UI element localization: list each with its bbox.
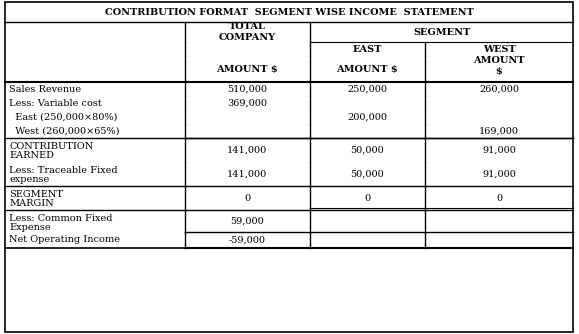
Text: Less: Traceable Fixed: Less: Traceable Fixed: [9, 166, 118, 175]
Text: 0: 0: [244, 193, 250, 202]
Text: West (260,000×65%): West (260,000×65%): [9, 127, 119, 136]
Text: SEGMENT: SEGMENT: [413, 27, 470, 36]
Text: 91,000: 91,000: [482, 169, 516, 178]
Text: Sales Revenue: Sales Revenue: [9, 85, 81, 94]
Text: 91,000: 91,000: [482, 146, 516, 155]
Text: 510,000: 510,000: [227, 85, 267, 94]
Text: 50,000: 50,000: [350, 146, 384, 155]
Text: 141,000: 141,000: [227, 146, 267, 155]
Text: Less: Common Fixed: Less: Common Fixed: [9, 214, 112, 223]
Text: 200,000: 200,000: [347, 113, 387, 122]
Text: 250,000: 250,000: [347, 85, 387, 94]
Text: 0: 0: [496, 193, 502, 202]
Text: CONTRIBUTION FORMAT  SEGMENT WISE INCOME  STATEMENT: CONTRIBUTION FORMAT SEGMENT WISE INCOME …: [105, 7, 474, 16]
Text: 369,000: 369,000: [227, 99, 267, 108]
Text: Less: Variable cost: Less: Variable cost: [9, 99, 102, 108]
Text: TOTAL
COMPANY: TOTAL COMPANY: [218, 22, 276, 42]
Text: 0: 0: [364, 193, 370, 202]
Text: SEGMENT: SEGMENT: [9, 190, 63, 199]
Text: MARGIN: MARGIN: [9, 199, 54, 208]
Text: 59,000: 59,000: [230, 216, 264, 225]
Text: 260,000: 260,000: [479, 85, 519, 94]
Text: AMOUNT $: AMOUNT $: [336, 64, 398, 73]
Text: CONTRIBUTION: CONTRIBUTION: [9, 142, 93, 151]
Text: Expense: Expense: [9, 223, 50, 232]
Text: 141,000: 141,000: [227, 169, 267, 178]
Text: WEST: WEST: [483, 44, 515, 53]
Text: expense: expense: [9, 175, 49, 184]
Text: AMOUNT
$: AMOUNT $: [473, 56, 525, 76]
Text: Net Operating Income: Net Operating Income: [9, 235, 120, 244]
Text: 50,000: 50,000: [350, 169, 384, 178]
Text: -59,000: -59,000: [229, 235, 266, 244]
Text: EAST: EAST: [352, 44, 382, 53]
Text: EARNED: EARNED: [9, 151, 54, 160]
Text: East (250,000×80%): East (250,000×80%): [9, 113, 118, 122]
Text: AMOUNT $: AMOUNT $: [216, 64, 278, 73]
Text: 169,000: 169,000: [479, 127, 519, 136]
